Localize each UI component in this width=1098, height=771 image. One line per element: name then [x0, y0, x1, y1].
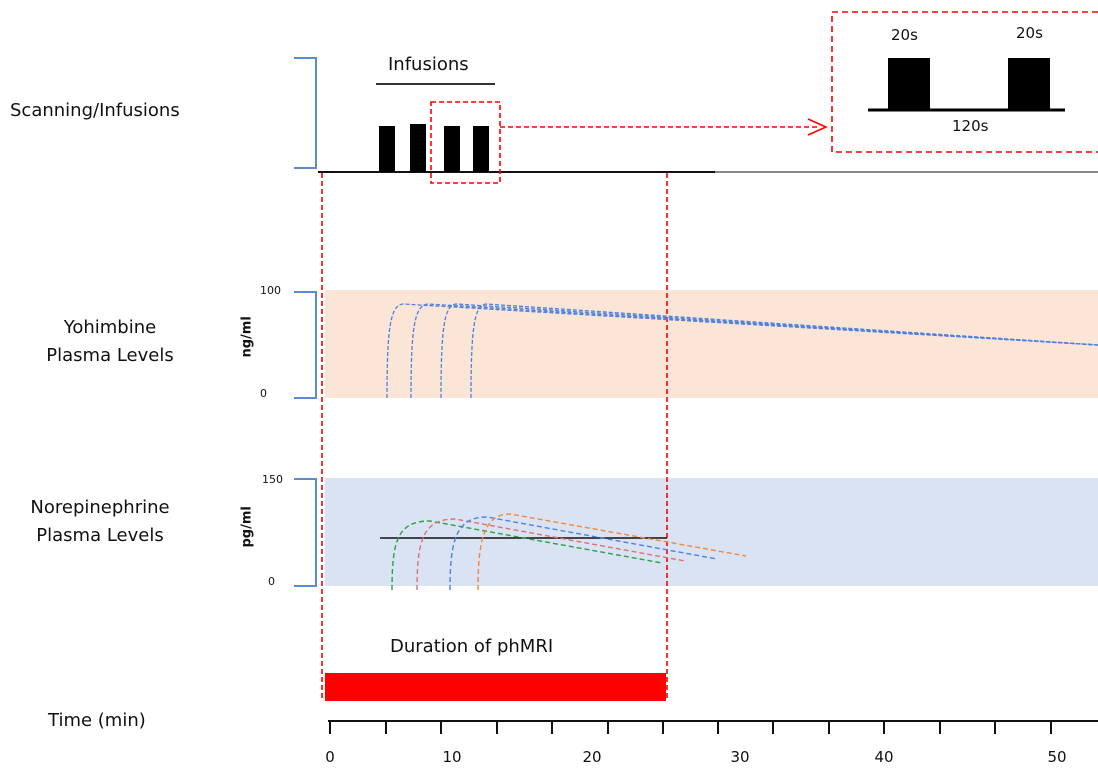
norepinephrine-axis-min: 0 [268, 575, 275, 588]
time-axis-label: Time (min) [48, 710, 146, 731]
yohimbine-curve [470, 303, 1098, 399]
time-tick-label: 50 [1047, 748, 1067, 766]
infusions-title: Infusions [388, 54, 469, 75]
norepinephrine-label: Norepinephrine Plasma Levels [15, 497, 185, 546]
scanning-bracket [294, 57, 317, 169]
yohimbine-curves [386, 303, 1098, 399]
scanning-infusions-label: Scanning/Infusions [10, 100, 180, 121]
time-tick-label: 30 [730, 748, 750, 766]
inset-interval-label: 120s [952, 117, 989, 135]
yohimbine-curve [440, 303, 1098, 399]
yohimbine-label-line1: Yohimbine [63, 317, 157, 338]
yohimbine-range-band [325, 290, 1098, 398]
time-tick-label: 20 [582, 748, 602, 766]
inset-pulse-left [888, 58, 930, 110]
inset-pulse-left-label: 20s [891, 26, 918, 44]
phmri-duration-title: Duration of phMRI [390, 636, 554, 657]
zoom-highlight-box [430, 101, 501, 184]
infusion-pulse [473, 126, 489, 172]
time-tick-label: 0 [325, 748, 335, 766]
norepinephrine-bracket [294, 478, 317, 587]
norepinephrine-label-line2: Plasma Levels [36, 524, 164, 546]
yohimbine-bracket [294, 291, 317, 399]
norepinephrine-curve [477, 513, 747, 591]
norepinephrine-curves [391, 513, 747, 591]
infusion-pulse [410, 124, 426, 172]
inset-pulse-right-label: 20s [1016, 24, 1043, 42]
yohimbine-unit-label: ng/ml [239, 316, 255, 358]
yohimbine-curve [410, 303, 1098, 399]
yohimbine-label-line2: Plasma Levels [46, 344, 174, 366]
inset-pulse-right [1008, 58, 1050, 110]
norepinephrine-axis-max: 150 [262, 473, 283, 486]
yohimbine-axis-max: 100 [260, 284, 281, 297]
norepinephrine-curve [449, 516, 718, 591]
infusion-pulse [379, 126, 395, 172]
time-tick-label: 10 [442, 748, 462, 766]
norepinephrine-label-line1: Norepinephrine [30, 497, 170, 518]
phmri-duration-bar [325, 673, 666, 701]
yohimbine-curve [386, 303, 1098, 399]
norepinephrine-curve [416, 518, 686, 591]
inset-box [831, 11, 1098, 153]
yohimbine-label: Yohimbine Plasma Levels [30, 317, 190, 366]
yohimbine-axis-min: 0 [260, 387, 267, 400]
norepinephrine-curve [391, 520, 663, 591]
time-tick-label: 40 [874, 748, 894, 766]
time-axis-ticks [329, 721, 1052, 734]
zoom-arrow-head [807, 118, 828, 136]
norepinephrine-unit-label: pg/ml [239, 506, 255, 548]
infusion-pulse [444, 126, 460, 172]
norepinephrine-range-band [325, 478, 1098, 586]
